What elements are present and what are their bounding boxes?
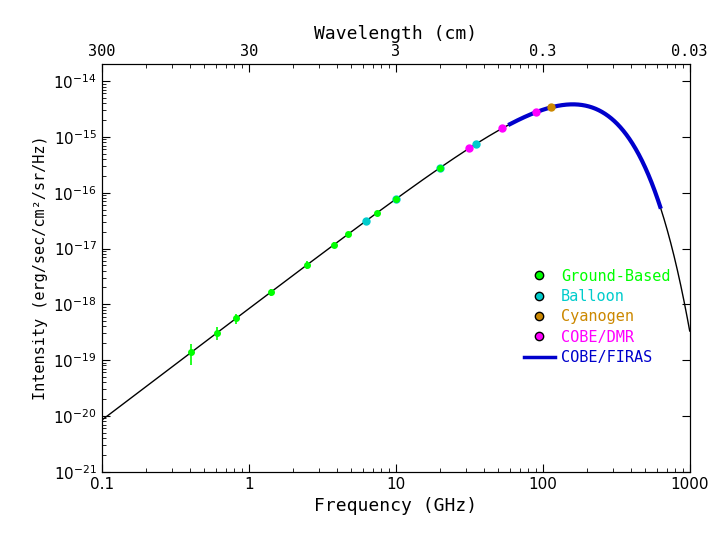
Y-axis label: Intensity (erg/sec/cm²/sr/Hz): Intensity (erg/sec/cm²/sr/Hz) [33, 136, 48, 400]
X-axis label: Frequency (GHz): Frequency (GHz) [314, 497, 477, 515]
X-axis label: Wavelength (cm): Wavelength (cm) [314, 25, 477, 43]
Legend: Ground-Based, Balloon, Cyanogen, COBE/DMR, COBE/FIRAS: Ground-Based, Balloon, Cyanogen, COBE/DM… [524, 269, 670, 365]
